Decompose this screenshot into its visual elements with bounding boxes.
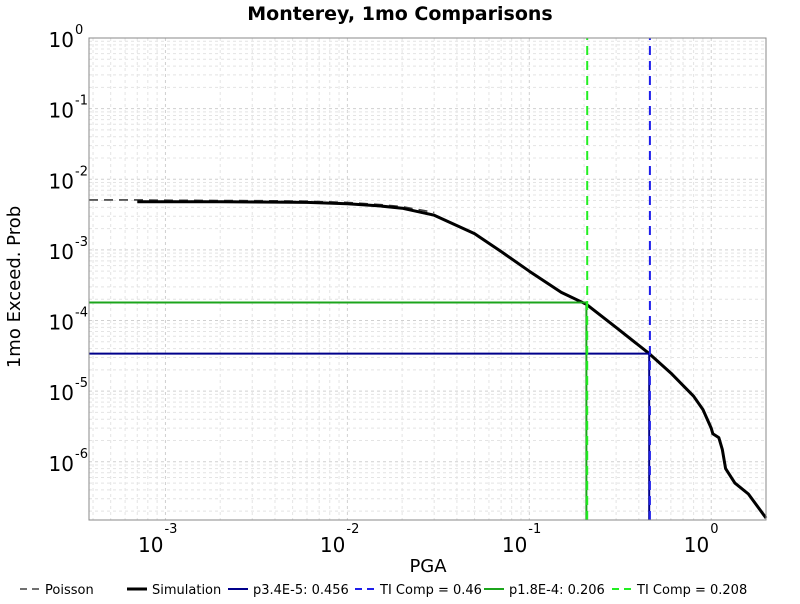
- y-tick-exponent: -5: [75, 376, 88, 391]
- x-tick-exponent: 0: [710, 522, 718, 537]
- x-tick-label: 10: [684, 533, 709, 557]
- y-tick-exponent: -6: [75, 447, 88, 462]
- legend: Poisson Simulation p3.4E-5: 0.456 TI Comp =…: [20, 583, 747, 598]
- y-tick-label: 10: [49, 381, 74, 405]
- y-tick-label: 10: [49, 99, 74, 123]
- x-tick-exponent: -3: [164, 522, 177, 537]
- y-tick-exponent: 0: [75, 23, 83, 38]
- x-tick-exponent: -2: [346, 522, 359, 537]
- y-axis-label: 1mo Exceed. Prob: [4, 206, 25, 368]
- y-tick-label: 10: [49, 28, 74, 52]
- y-tick-label: 10: [49, 452, 74, 476]
- y-tick-exponent: -3: [75, 235, 88, 250]
- legend-label: Simulation: [152, 583, 221, 598]
- legend-label: p3.4E-5: 0.456: [253, 583, 349, 598]
- x-tick-label: 10: [320, 533, 345, 557]
- y-tick-exponent: -1: [75, 94, 88, 109]
- legend-label: p1.8E-4: 0.206: [509, 583, 605, 598]
- y-tick-label: 10: [49, 240, 74, 264]
- plot-area-frame: [88, 37, 767, 521]
- series-group: [89, 38, 768, 520]
- legend-label: TI Comp = 0.46: [379, 583, 482, 598]
- legend-label: Poisson: [45, 583, 94, 598]
- x-tick-exponent: -1: [528, 522, 541, 537]
- y-tick-exponent: -4: [75, 306, 88, 321]
- y-tick-label: 10: [49, 169, 74, 193]
- legend-label: TI Comp = 0.208: [636, 583, 747, 598]
- x-tick-label: 10: [138, 533, 163, 557]
- y-tick-label: 10: [49, 311, 74, 335]
- x-tick-label: 10: [502, 533, 527, 557]
- y-tick-exponent: -2: [75, 164, 88, 179]
- chart-title: Monterey, 1mo Comparisons: [247, 3, 552, 25]
- x-axis-label: PGA: [409, 556, 447, 577]
